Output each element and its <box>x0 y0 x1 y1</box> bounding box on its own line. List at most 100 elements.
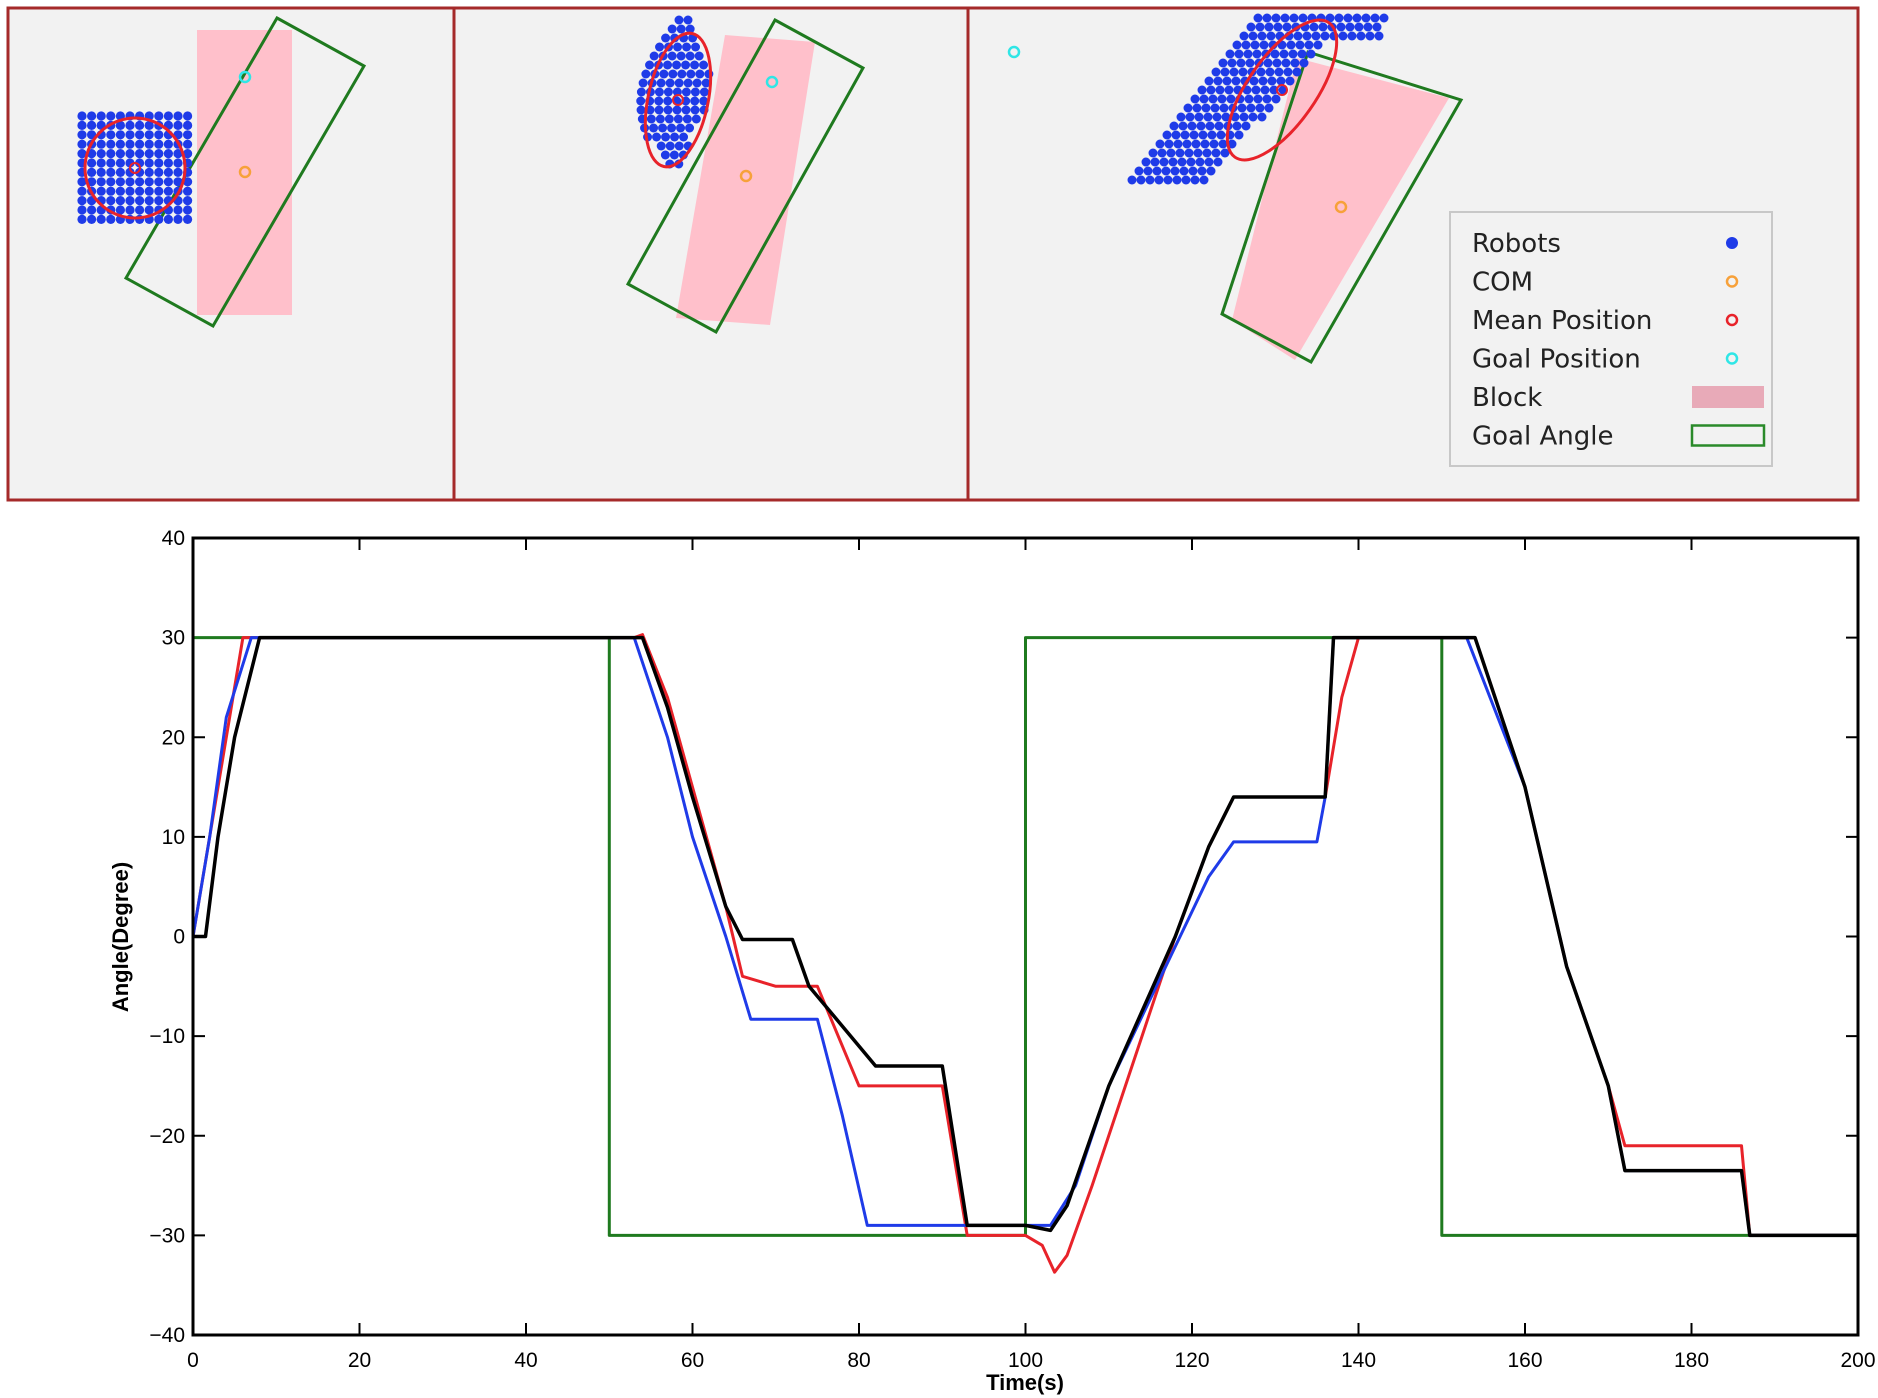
robot-dot <box>1257 31 1267 41</box>
robot-dot <box>655 114 665 124</box>
x-tick-label: 60 <box>681 1349 704 1372</box>
robot-dot <box>1262 94 1272 104</box>
robot-dot <box>1183 103 1193 113</box>
robot-dot <box>154 214 164 224</box>
robot-dot <box>1273 22 1283 32</box>
x-tick-label: 40 <box>514 1349 537 1372</box>
robot-dot <box>692 78 702 88</box>
robot-dot <box>77 205 87 215</box>
robot-dot <box>135 120 145 130</box>
robot-dot <box>679 132 689 142</box>
robot-dot <box>77 120 87 130</box>
mean-position-1 <box>129 162 141 174</box>
robot-dot <box>144 158 154 168</box>
robot-dot <box>1299 58 1309 68</box>
robot-dot <box>135 130 145 140</box>
robot-dot <box>77 111 87 121</box>
robot-dot <box>674 141 684 151</box>
robot-dot <box>1176 112 1186 122</box>
robot-dot <box>106 186 116 196</box>
x-axis-title: Time(s) <box>986 1370 1064 1395</box>
robot-dot <box>1286 40 1296 50</box>
robot-dot <box>77 139 87 149</box>
robot-dot <box>1343 13 1353 23</box>
robot-dot <box>106 177 116 187</box>
robot-dot <box>115 130 125 140</box>
robot-dot <box>1157 148 1167 158</box>
series-line-1 <box>193 636 1860 1237</box>
robot-dot <box>663 87 673 97</box>
robot-dot <box>667 51 677 61</box>
robot-dot <box>690 105 700 115</box>
robot-dot <box>1253 13 1263 23</box>
robot-dot <box>649 123 659 133</box>
robot-dot <box>1192 103 1202 113</box>
robot-dot <box>656 141 666 151</box>
robot-dot <box>1212 112 1222 122</box>
robot-dot <box>1251 85 1261 95</box>
robot-dot <box>144 120 154 130</box>
robot-dot <box>1172 175 1182 185</box>
robot-dot <box>96 167 106 177</box>
robot-dot <box>681 87 691 97</box>
robot-dot <box>163 177 173 187</box>
robot-dot <box>677 69 687 79</box>
robot-dot <box>1239 112 1249 122</box>
robot-dot <box>1164 139 1174 149</box>
robot-dot <box>87 158 97 168</box>
robot-dot <box>690 96 700 106</box>
robot-dot <box>674 78 684 88</box>
robot-dot <box>144 205 154 215</box>
robot-dot <box>163 167 173 177</box>
robot-dot <box>173 177 183 187</box>
robot-dot <box>154 149 164 159</box>
robot-dot <box>1227 58 1237 68</box>
legend-label: Block <box>1472 383 1542 413</box>
robot-dot <box>1271 13 1281 23</box>
robot-dot <box>1318 22 1328 32</box>
robot-dot <box>154 139 164 149</box>
robot-dot <box>125 177 135 187</box>
robot-dot <box>87 120 97 130</box>
robot-dot <box>1193 148 1203 158</box>
robot-dot <box>183 130 193 140</box>
robot-dot <box>1252 49 1262 59</box>
robot-dot <box>1220 148 1230 158</box>
robot-dot <box>673 114 683 124</box>
robot-dot <box>135 167 145 177</box>
robot-dot <box>135 177 145 187</box>
robot-dot <box>115 167 125 177</box>
robot-dot <box>1178 121 1188 131</box>
robot-dot <box>1182 139 1192 149</box>
robot-dot <box>1197 166 1207 176</box>
robot-dot <box>1226 94 1236 104</box>
robot-dot <box>686 69 696 79</box>
robot-dot <box>701 78 711 88</box>
robot-dot <box>1237 103 1247 113</box>
robot-dot <box>1154 175 1164 185</box>
robot-dot <box>1234 49 1244 59</box>
robot-dot <box>125 158 135 168</box>
robot-dot <box>1152 166 1162 176</box>
robot-dot <box>144 139 154 149</box>
legend-ring-marker <box>1725 352 1739 365</box>
robot-dot <box>1255 103 1265 113</box>
robot-dot <box>638 78 648 88</box>
robot-dot <box>1285 76 1295 86</box>
robot-dot <box>183 214 193 224</box>
robot-dot <box>1295 40 1305 50</box>
robot-dot <box>1297 49 1307 59</box>
robot-dot <box>1255 22 1265 32</box>
robot-dot <box>1232 121 1242 131</box>
robot-dot <box>1166 148 1176 158</box>
robot-dot <box>1214 121 1224 131</box>
robot-dot <box>163 139 173 149</box>
robot-dot <box>183 120 193 130</box>
robot-dot <box>1309 22 1319 32</box>
com-1 <box>238 165 252 179</box>
robot-dot <box>183 186 193 196</box>
robot-dot <box>1175 148 1185 158</box>
robot-dot <box>1161 166 1171 176</box>
robot-dot <box>685 24 695 34</box>
